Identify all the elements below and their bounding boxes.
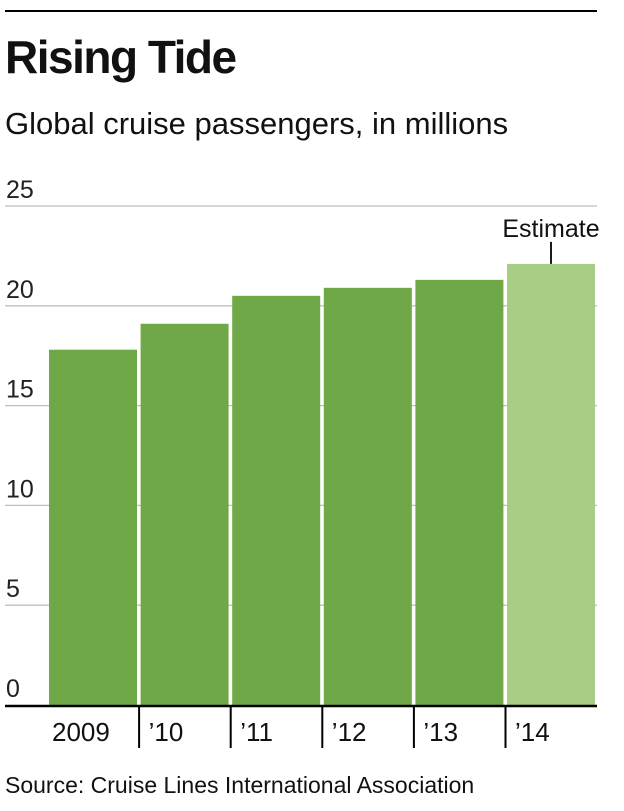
y-tick-label: 5: [6, 575, 20, 603]
y-tick-label: 0: [6, 675, 20, 703]
source-note: Source: Cruise Lines International Assoc…: [5, 772, 475, 798]
bar: [232, 295, 321, 705]
y-tick-label: 10: [6, 475, 34, 503]
x-tick-label: ’14: [515, 717, 550, 747]
bar: [140, 323, 229, 705]
x-tick-label: ’12: [332, 717, 367, 747]
bar: [415, 279, 504, 705]
y-tick-label: 15: [6, 376, 34, 404]
y-tick-label: 20: [6, 276, 34, 304]
chart-title: Rising Tide: [5, 31, 237, 83]
x-tick-labels: 2009 ’10 ’11 ’12 ’13 ’14: [52, 707, 550, 748]
x-tick-label: 2009: [52, 717, 110, 747]
x-tick-label: ’10: [149, 717, 184, 747]
bar: [49, 349, 137, 705]
y-tick-label: 25: [6, 176, 34, 204]
x-tick-label: ’13: [423, 717, 458, 747]
top-rule: [5, 10, 597, 12]
chart-subtitle: Global cruise passengers, in millions: [5, 106, 509, 141]
x-tick-label: ’11: [240, 717, 273, 747]
bar-chart: 0 5 10 15 20 25 2009 ’10 ’11 ’12 ’13 ’14 Estimate: [5, 176, 600, 748]
bar: [507, 263, 595, 705]
annotations: Estimate: [502, 215, 600, 264]
bars: [5, 263, 597, 708]
estimate-label: Estimate: [502, 215, 599, 243]
bar: [323, 287, 412, 705]
y-tick-labels: 0 5 10 15 20 25: [6, 176, 34, 703]
